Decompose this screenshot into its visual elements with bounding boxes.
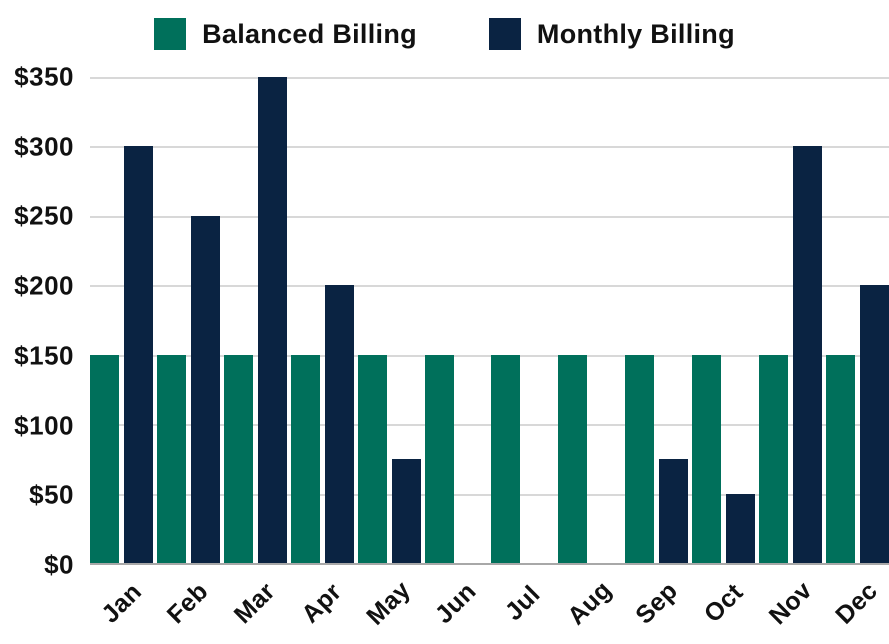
x-tick-feb: Feb xyxy=(157,565,220,644)
bars xyxy=(90,77,889,563)
chart-body: $0 $50 $100 $150 $200 $250 $300 $350 xyxy=(0,62,889,580)
y-tick-label-350: $350 xyxy=(14,61,74,92)
x-tick-dec: Dec xyxy=(826,565,889,644)
bar-group-dec xyxy=(825,77,889,563)
bar-monthly-billing-mar xyxy=(257,77,287,563)
bar-group-jun xyxy=(424,77,488,563)
bar-balanced-billing-jun xyxy=(424,354,454,563)
bar-balanced-billing-feb xyxy=(156,354,186,563)
bar-group-mar xyxy=(223,77,287,563)
bar-balanced-billing-apr xyxy=(290,354,320,563)
plot-area xyxy=(90,77,889,565)
x-tick-aug: Aug xyxy=(558,565,621,644)
y-tick-label-50: $50 xyxy=(29,479,74,510)
x-tick-jan: Jan xyxy=(90,565,153,644)
bar-group-aug xyxy=(558,77,621,563)
bar-group-jul xyxy=(491,77,554,563)
legend-label-monthly-billing: Monthly Billing xyxy=(536,18,735,49)
bar-balanced-billing-jan xyxy=(90,354,119,563)
gridline-100 xyxy=(90,424,889,427)
legend-item-monthly-billing: Monthly Billing xyxy=(488,18,735,50)
x-tick-jun: Jun xyxy=(425,565,488,644)
x-tick-apr: Apr xyxy=(291,565,354,644)
bar-group-apr xyxy=(290,77,354,563)
y-tick-label-150: $150 xyxy=(14,340,74,371)
bar-balanced-billing-sep xyxy=(625,354,655,563)
bar-group-feb xyxy=(156,77,220,563)
legend-swatch-balanced-billing xyxy=(154,18,187,50)
bar-monthly-billing-sep xyxy=(659,458,689,563)
x-tick-label-jul: Jul xyxy=(499,580,546,627)
bar-group-jan xyxy=(90,77,153,563)
x-tick-label-jun: Jun xyxy=(429,577,482,630)
bar-balanced-billing-may xyxy=(357,354,387,563)
x-tick-label-nov: Nov xyxy=(763,576,818,631)
gridline-150 xyxy=(90,354,889,357)
x-axis: Jan Feb Mar Apr May Jun Jul Aug Sep Oct Nov Dec xyxy=(90,565,889,644)
x-tick-label-apr: Apr xyxy=(296,577,348,629)
x-tick-label-jan: Jan xyxy=(95,577,147,629)
bar-monthly-billing-dec xyxy=(859,285,889,563)
x-tick-label-aug: Aug xyxy=(562,575,617,631)
legend: Balanced Billing Monthly Billing xyxy=(0,17,889,51)
gridline-200 xyxy=(90,285,889,288)
y-tick-label-250: $250 xyxy=(14,200,74,231)
x-tick-oct: Oct xyxy=(692,565,755,644)
y-tick-label-200: $200 xyxy=(14,270,74,301)
bar-monthly-billing-apr xyxy=(324,285,354,563)
bar-balanced-billing-aug xyxy=(558,354,588,563)
bar-monthly-billing-nov xyxy=(793,146,823,563)
bar-balanced-billing-jul xyxy=(491,354,521,563)
gridline-350 xyxy=(90,77,889,79)
x-tick-jul: Jul xyxy=(491,565,554,644)
gridline-300 xyxy=(90,146,889,149)
bar-group-may xyxy=(357,77,421,563)
x-tick-label-oct: Oct xyxy=(698,578,749,629)
y-axis: $0 $50 $100 $150 $200 $250 $300 $350 xyxy=(0,62,90,580)
x-tick-may: May xyxy=(358,565,421,644)
gridline-50 xyxy=(90,493,889,496)
x-tick-label-may: May xyxy=(361,575,417,631)
x-tick-label-sep: Sep xyxy=(629,576,683,630)
bar-monthly-billing-may xyxy=(391,458,421,563)
legend-swatch-monthly-billing xyxy=(488,18,521,50)
y-tick-label-100: $100 xyxy=(14,410,74,441)
legend-label-balanced-billing: Balanced Billing xyxy=(202,18,417,49)
bar-balanced-billing-dec xyxy=(825,354,855,563)
x-tick-label-feb: Feb xyxy=(162,577,214,630)
x-tick-nov: Nov xyxy=(759,565,822,644)
legend-item-balanced-billing: Balanced Billing xyxy=(154,18,417,50)
bar-group-oct xyxy=(692,77,756,563)
bar-balanced-billing-nov xyxy=(759,354,789,563)
bar-monthly-billing-jan xyxy=(124,146,153,563)
bar-group-sep xyxy=(625,77,689,563)
bar-balanced-billing-mar xyxy=(223,354,253,563)
x-tick-label-dec: Dec xyxy=(830,576,884,630)
bar-balanced-billing-oct xyxy=(692,354,722,563)
bar-monthly-billing-oct xyxy=(726,493,756,563)
bar-monthly-billing-feb xyxy=(190,215,220,563)
x-tick-label-mar: Mar xyxy=(229,577,281,630)
y-tick-label-0: $0 xyxy=(44,549,74,580)
bar-group-nov xyxy=(759,77,823,563)
x-tick-mar: Mar xyxy=(224,565,287,644)
x-tick-sep: Sep xyxy=(625,565,688,644)
y-tick-label-300: $300 xyxy=(14,131,74,162)
gridline-250 xyxy=(90,215,889,218)
